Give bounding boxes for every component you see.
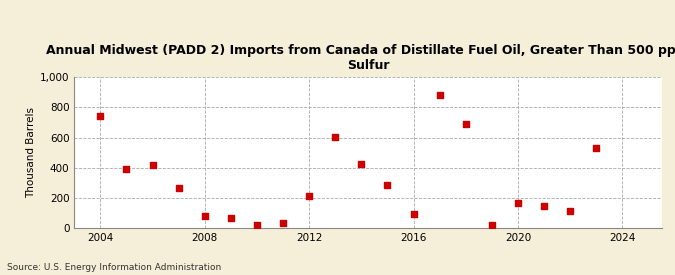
Point xyxy=(330,134,341,139)
Point xyxy=(277,221,288,225)
Point xyxy=(121,166,132,171)
Point xyxy=(539,204,549,208)
Y-axis label: Thousand Barrels: Thousand Barrels xyxy=(26,107,36,198)
Point xyxy=(95,113,106,118)
Point xyxy=(225,216,236,221)
Point xyxy=(356,162,367,166)
Point xyxy=(434,93,445,97)
Point xyxy=(460,122,471,126)
Point xyxy=(173,186,184,190)
Point xyxy=(304,194,315,199)
Point xyxy=(252,223,263,227)
Point xyxy=(487,223,497,227)
Point xyxy=(147,163,158,168)
Point xyxy=(408,212,419,216)
Point xyxy=(565,209,576,213)
Point xyxy=(512,201,523,205)
Point xyxy=(591,146,601,150)
Point xyxy=(382,183,393,187)
Title: Annual Midwest (PADD 2) Imports from Canada of Distillate Fuel Oil, Greater Than: Annual Midwest (PADD 2) Imports from Can… xyxy=(47,44,675,72)
Text: Source: U.S. Energy Information Administration: Source: U.S. Energy Information Administ… xyxy=(7,263,221,272)
Point xyxy=(199,214,210,218)
